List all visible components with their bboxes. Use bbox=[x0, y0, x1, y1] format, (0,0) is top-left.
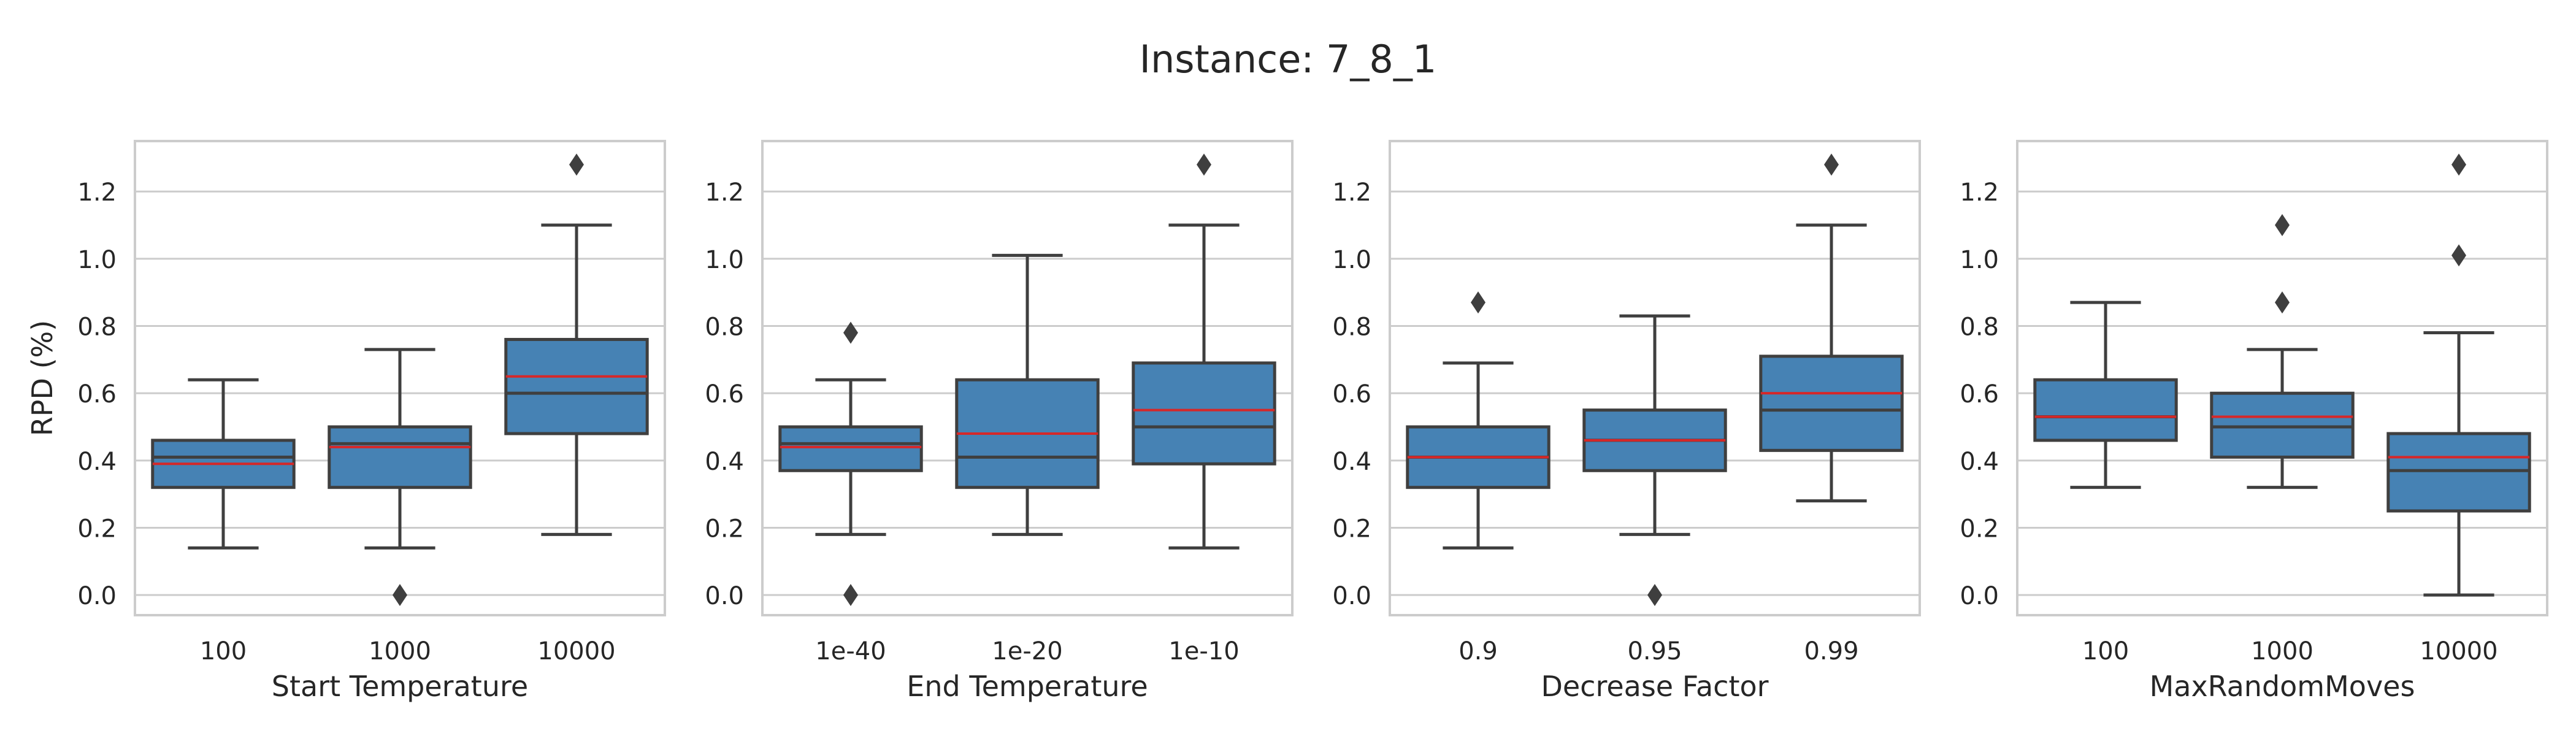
axes-frame bbox=[761, 140, 1294, 616]
outlier-marker bbox=[2451, 244, 2466, 267]
box-1000 bbox=[328, 348, 472, 607]
box-0.9 bbox=[1406, 291, 1551, 550]
outlier-marker bbox=[1197, 153, 1211, 176]
iqr-box bbox=[2210, 391, 2355, 459]
box-0.99 bbox=[1759, 153, 1904, 503]
x-axis-label: Start Temperature bbox=[272, 670, 528, 703]
x-axis-label: Decrease Factor bbox=[1541, 670, 1768, 703]
y-tick-label: 1.2 bbox=[77, 178, 117, 207]
box-1e-10 bbox=[1132, 153, 1276, 550]
outlier-marker bbox=[1471, 291, 1485, 314]
panel-2: 0.0 0.2 0.4 0.6 0.8 1.0 1.2 1e-40 1e-20 1e-10 End … bbox=[705, 140, 1294, 703]
x-tick-label: 100 bbox=[2082, 637, 2129, 665]
chart-panels: 0.0 0.2 0.4 0.6 0.8 1.0 1.2 100 1000 10000 Start T… bbox=[26, 140, 2548, 703]
y-axis-label: RPD (%) bbox=[26, 320, 59, 436]
y-tick-label: 1.0 bbox=[1332, 246, 1371, 274]
axes-frame bbox=[2016, 140, 2548, 616]
box-10000 bbox=[504, 153, 649, 536]
iqr-box bbox=[504, 337, 649, 435]
y-tick-label: 0.4 bbox=[705, 448, 744, 476]
outlier-marker bbox=[843, 321, 858, 344]
iqr-box bbox=[328, 425, 472, 489]
outlier-marker bbox=[1647, 584, 1662, 607]
iqr-box bbox=[1132, 361, 1276, 466]
y-tick-label: 0.4 bbox=[1960, 448, 1999, 476]
y-tick-label: 1.2 bbox=[1960, 178, 1999, 207]
box-1e-20 bbox=[955, 253, 1100, 536]
y-tick-label: 0.4 bbox=[77, 448, 117, 476]
y-tick-label: 1.0 bbox=[705, 246, 744, 274]
outlier-marker bbox=[393, 584, 407, 607]
y-tick-label: 0.2 bbox=[705, 515, 744, 543]
x-tick-label: 1e-20 bbox=[992, 637, 1062, 665]
box-1e-40 bbox=[778, 321, 923, 607]
y-tick-label: 0.0 bbox=[1960, 582, 1999, 610]
x-tick-label: 1000 bbox=[2251, 637, 2313, 665]
y-tick-label: 0.6 bbox=[1960, 380, 1999, 408]
x-tick-label: 10000 bbox=[537, 637, 615, 665]
x-tick-label: 1e-10 bbox=[1168, 637, 1239, 665]
y-tick-label: 0.8 bbox=[77, 313, 117, 342]
y-tick-label: 0.2 bbox=[1960, 515, 1999, 543]
y-tick-label: 0.8 bbox=[1332, 313, 1371, 342]
x-tick-label: 0.99 bbox=[1804, 637, 1858, 665]
y-tick-label: 0.6 bbox=[1332, 380, 1371, 408]
y-tick-label: 0.4 bbox=[1332, 448, 1371, 476]
outlier-marker bbox=[2275, 214, 2290, 237]
outlier-marker bbox=[2451, 153, 2466, 176]
iqr-box bbox=[778, 425, 923, 472]
outlier-marker bbox=[843, 584, 858, 607]
y-tick-label: 0.0 bbox=[1332, 582, 1371, 610]
y-tick-label: 0.2 bbox=[77, 515, 117, 543]
y-tick-label: 0.0 bbox=[705, 582, 744, 610]
outlier-marker bbox=[2275, 291, 2290, 314]
y-tick-label: 0.0 bbox=[77, 582, 117, 610]
x-tick-label: 0.95 bbox=[1627, 637, 1682, 665]
y-tick-label: 0.8 bbox=[1960, 313, 1999, 342]
outlier-marker bbox=[1824, 153, 1839, 176]
axes-frame bbox=[134, 140, 666, 616]
y-tick-label: 1.2 bbox=[705, 178, 744, 207]
iqr-box bbox=[2386, 432, 2531, 513]
box-10000 bbox=[2386, 153, 2531, 597]
outlier-marker bbox=[569, 153, 584, 176]
x-tick-label: 0.9 bbox=[1459, 637, 1498, 665]
x-tick-label: 1e-40 bbox=[815, 637, 886, 665]
box-0.95 bbox=[1582, 314, 1727, 607]
iqr-box bbox=[2033, 378, 2178, 442]
axes-frame bbox=[1389, 140, 1921, 616]
figure-title: Instance: 7_8_1 bbox=[1140, 37, 1437, 82]
panel-3: 0.0 0.2 0.4 0.6 0.8 1.0 1.2 0.9 0.95 0.99 Decrease… bbox=[1332, 140, 1921, 703]
y-tick-label: 0.8 bbox=[705, 313, 744, 342]
x-tick-label: 1000 bbox=[369, 637, 431, 665]
panel-4: 0.0 0.2 0.4 0.6 0.8 1.0 1.2 100 1000 10000MaxRand… bbox=[1960, 140, 2548, 703]
box-1000 bbox=[2210, 214, 2355, 489]
x-axis-label: MaxRandomMoves bbox=[2150, 670, 2415, 703]
y-tick-label: 1.0 bbox=[77, 246, 117, 274]
box-100 bbox=[2033, 301, 2178, 489]
x-tick-label: 100 bbox=[200, 637, 247, 665]
x-tick-label: 10000 bbox=[2420, 637, 2497, 665]
y-tick-label: 1.0 bbox=[1960, 246, 1999, 274]
y-tick-label: 1.2 bbox=[1332, 178, 1371, 207]
y-tick-label: 0.2 bbox=[1332, 515, 1371, 543]
box-100 bbox=[151, 378, 296, 550]
y-tick-label: 0.6 bbox=[705, 380, 744, 408]
panel-1: 0.0 0.2 0.4 0.6 0.8 1.0 1.2 100 1000 10000 Start T… bbox=[26, 140, 666, 703]
y-tick-label: 0.6 bbox=[77, 380, 117, 408]
iqr-box bbox=[1759, 355, 1904, 452]
x-axis-label: End Temperature bbox=[907, 670, 1148, 703]
